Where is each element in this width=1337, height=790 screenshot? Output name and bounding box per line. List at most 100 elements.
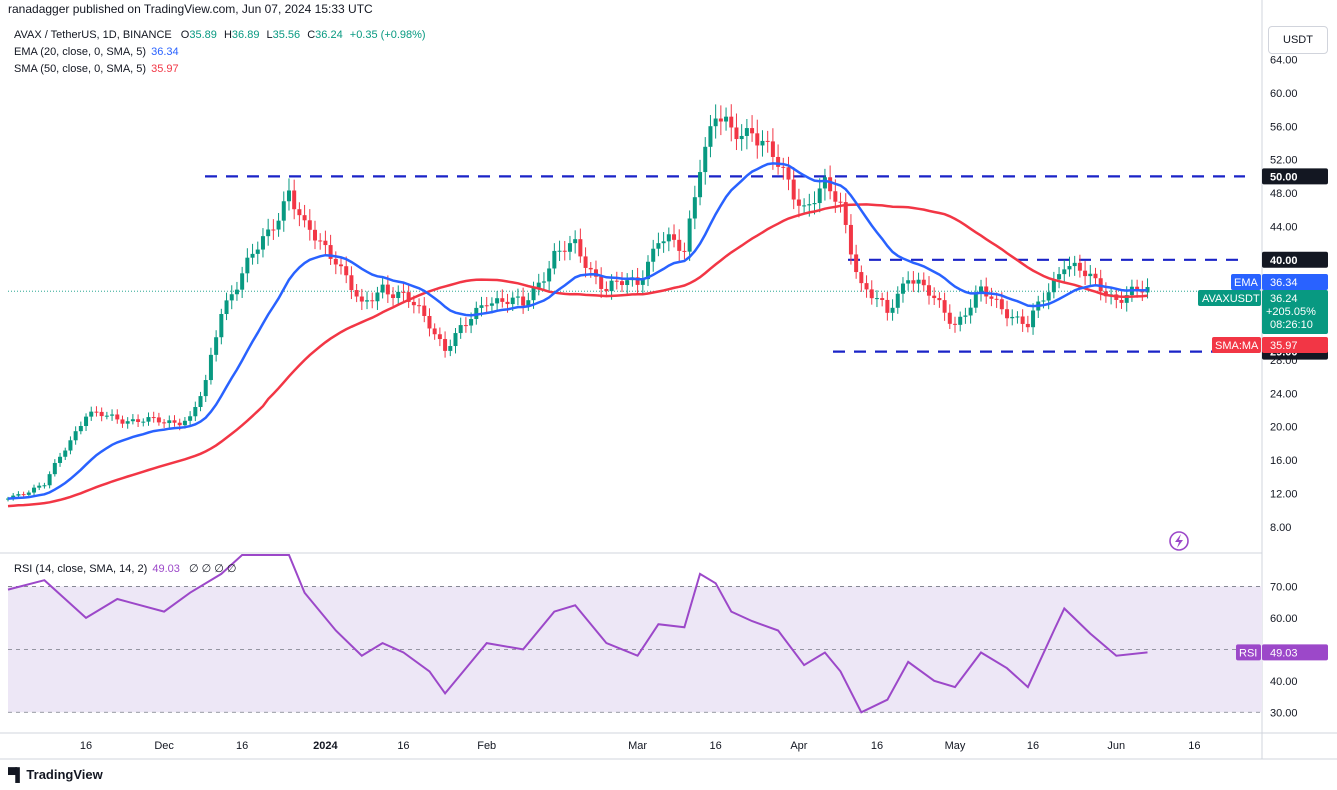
candle-body — [354, 290, 359, 297]
currency-button[interactable]: USDT — [1268, 26, 1328, 54]
rsi-legend[interactable]: RSI (14, close, SMA, 14, 2) 49.03 ∅ ∅ ∅ … — [14, 562, 236, 575]
sma-legend[interactable]: SMA (50, close, 0, SMA, 5) 35.97 — [14, 63, 179, 75]
time-tick-label: Mar — [628, 740, 647, 752]
low-value: 35.56 — [272, 29, 301, 41]
rsi-tick-label: 30.00 — [1270, 707, 1298, 719]
candle-body — [437, 334, 442, 340]
rsi-legend-value: 49.03 — [152, 563, 180, 575]
candle-body — [37, 485, 42, 488]
candle-body — [562, 250, 567, 252]
candle-body — [802, 205, 807, 207]
candle-body — [495, 298, 500, 304]
candle-body — [453, 333, 458, 347]
candle-body — [182, 420, 187, 426]
candle-body — [489, 303, 494, 306]
candle-body — [854, 254, 859, 273]
ema-tag-box — [1231, 274, 1261, 290]
sma-tag-text: SMA:MA — [1215, 340, 1259, 352]
candle-body — [339, 264, 344, 267]
candle-body — [162, 422, 167, 424]
publisher-line: ranadagger published on TradingView.com,… — [8, 2, 373, 16]
candle-body — [666, 234, 671, 242]
sma-tag-box — [1212, 337, 1261, 353]
candle-body — [1025, 323, 1030, 328]
candle-body — [755, 133, 760, 146]
candle-body — [99, 411, 104, 417]
candle-body — [760, 140, 765, 146]
candle-body — [604, 288, 609, 292]
candle-body — [115, 414, 120, 420]
candle-body — [984, 286, 989, 297]
candle-body — [422, 305, 427, 316]
candle-body — [713, 118, 718, 127]
candle-body — [885, 299, 890, 313]
lightning-icon-bolt — [1175, 534, 1183, 548]
candle-body — [89, 411, 94, 417]
candle-body — [999, 299, 1004, 310]
pair-tag-box — [1198, 290, 1261, 306]
candle-body — [729, 116, 734, 128]
candle-body — [84, 416, 89, 427]
candle-body — [890, 307, 895, 313]
candle-body — [58, 456, 63, 463]
candle-body — [406, 292, 411, 302]
candle-body — [411, 301, 416, 306]
candle-body — [1088, 273, 1093, 277]
candle-body — [963, 315, 968, 317]
candle-body — [869, 289, 874, 299]
candle-body — [1072, 262, 1077, 267]
candle-body — [344, 266, 349, 276]
candle-body — [953, 323, 958, 325]
candle-body — [895, 293, 900, 308]
tradingview-logo[interactable]: ▀▌ TradingView — [8, 767, 103, 782]
candle-body — [979, 286, 984, 293]
candle-body — [547, 268, 552, 282]
candle-body — [640, 279, 645, 285]
candle-body — [739, 135, 744, 140]
level-50-label-box — [1262, 168, 1328, 185]
candle-body — [864, 283, 869, 290]
candle-body — [104, 415, 109, 417]
rsi-value-box — [1262, 644, 1328, 661]
price-tick-label: 48.00 — [1270, 188, 1298, 200]
open-value: 35.89 — [189, 29, 217, 41]
pair-change-text: +205.05% — [1266, 306, 1316, 318]
candle-body — [250, 253, 255, 258]
candle-body — [900, 283, 905, 294]
rsi-line — [7, 554, 1148, 714]
candle-body — [110, 414, 115, 416]
candle-body — [796, 199, 801, 206]
candle-body — [500, 298, 505, 302]
candle-body — [765, 140, 770, 142]
lightning-icon[interactable] — [1169, 531, 1189, 551]
ema-legend[interactable]: EMA (20, close, 0, SMA, 5) 36.34 — [14, 46, 179, 58]
candle-body — [297, 209, 302, 216]
candle-body — [167, 420, 172, 424]
ema-value-text: 36.34 — [1270, 277, 1298, 289]
candle-body — [47, 474, 52, 486]
candle-body — [567, 243, 572, 252]
candle-body — [703, 146, 708, 173]
candle-body — [807, 204, 812, 206]
candle-body — [817, 188, 822, 204]
candle-body — [828, 177, 833, 192]
candle-body — [63, 450, 68, 457]
candle-body — [68, 440, 73, 451]
sma-value-box — [1262, 337, 1328, 353]
candle-body — [130, 419, 135, 422]
candle-body — [958, 316, 963, 325]
ema-value-box — [1262, 274, 1328, 290]
change-value: +0.35 (+0.98%) — [349, 29, 426, 41]
rsi-tick-label: 60.00 — [1270, 613, 1298, 625]
candle-body — [994, 298, 999, 300]
candle-body — [989, 296, 994, 299]
candle-body — [937, 298, 942, 301]
candle-body — [859, 272, 864, 284]
candle-body — [724, 116, 729, 122]
candle-body — [968, 307, 973, 316]
candle-body — [359, 296, 364, 302]
candle-body — [1031, 310, 1036, 328]
rsi-tick-label: 70.00 — [1270, 581, 1298, 593]
rsi-legend-extra: ∅ ∅ ∅ ∅ — [188, 563, 237, 575]
